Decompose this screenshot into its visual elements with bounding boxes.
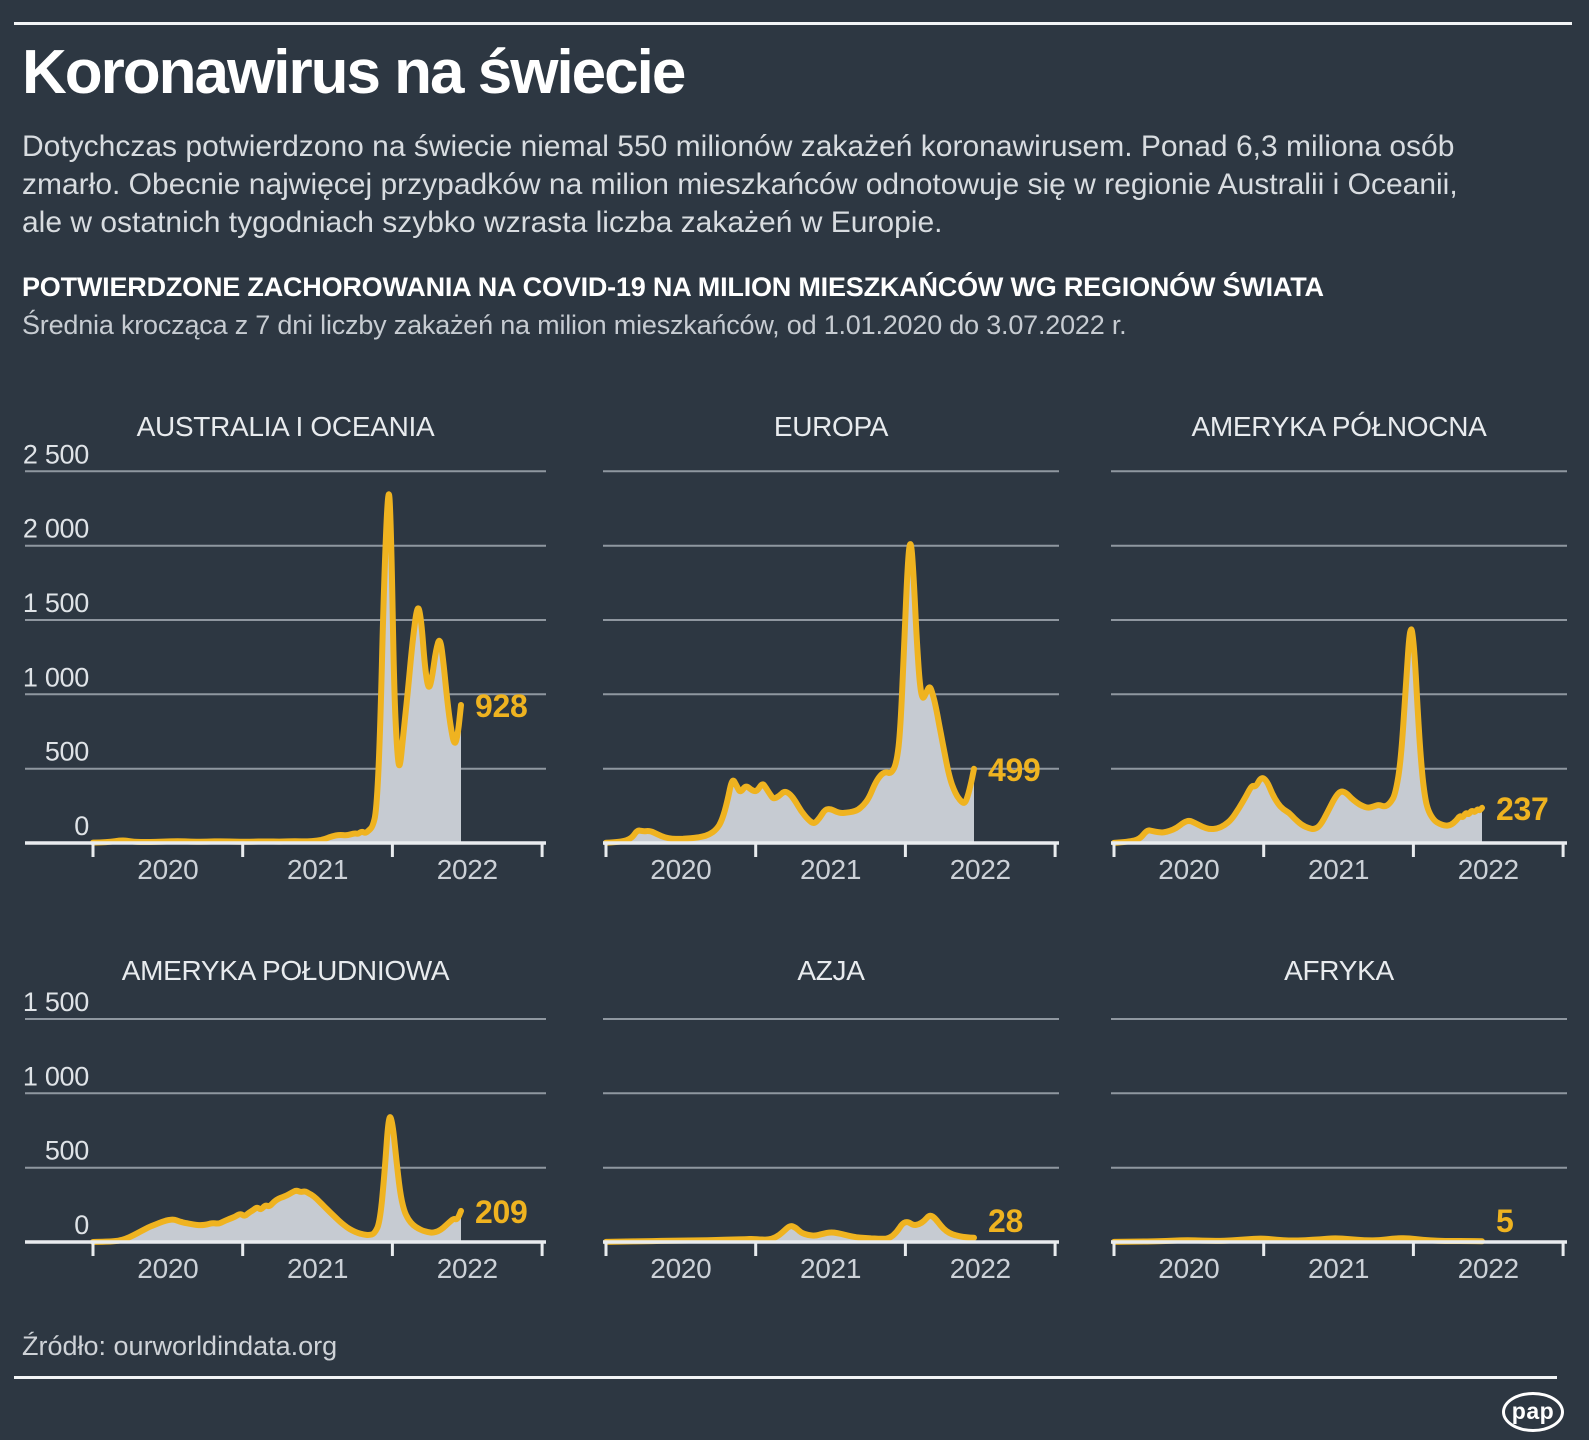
area-fill <box>1114 629 1482 843</box>
source-note: Źródło: ourworldindata.org <box>22 1331 338 1361</box>
x-tick-label-2020: 2020 <box>1158 854 1219 885</box>
y-tick-label-500: 500 <box>45 737 89 767</box>
area-fill <box>93 1117 461 1242</box>
intro-line-2: zmarło. Obecnie najwięcej przypadków na … <box>22 168 1458 201</box>
x-tick-label-2021: 2021 <box>287 854 348 885</box>
top-rule <box>14 22 1572 25</box>
chart-title: AFRYKA <box>1284 955 1394 986</box>
x-tick-label-2022: 2022 <box>950 854 1011 885</box>
intro-paragraph: Dotychczas potwierdzono na świecie niema… <box>22 128 1572 242</box>
y-tick-label-0: 0 <box>74 811 89 841</box>
end-value-label: 209 <box>475 1194 528 1230</box>
bottom-rule <box>14 1376 1557 1379</box>
chart-ameryka-p-nocna: 2020 2021 2022 AMERYKA PÓŁNOCNA 237 <box>1111 411 1567 885</box>
area-fill <box>606 544 974 843</box>
page-title: Koronawirus na świecie <box>22 38 686 107</box>
end-value-label: 28 <box>988 1203 1023 1239</box>
intro-line-3: ale w ostatnich tygodniach szybko wzrast… <box>22 206 943 239</box>
x-tick-label-2022: 2022 <box>950 1253 1011 1284</box>
series-line <box>603 541 977 846</box>
end-value-label: 5 <box>1496 1203 1514 1239</box>
x-tick-label-2020: 2020 <box>137 854 198 885</box>
chart-title: AMERYKA PÓŁNOCNA <box>1192 411 1488 442</box>
chart-europa: 2020 2021 2022 EUROPA 499 <box>603 411 1059 885</box>
intro-line-1: Dotychczas potwierdzono na świecie niema… <box>22 130 1455 163</box>
y-tick-label-1500: 1 500 <box>23 588 89 618</box>
x-tick-label-2022: 2022 <box>1458 1253 1519 1284</box>
x-tick-label-2020: 2020 <box>650 854 711 885</box>
x-tick-label-2021: 2021 <box>800 854 861 885</box>
x-tick-label-2020: 2020 <box>137 1253 198 1284</box>
end-value-label: 928 <box>475 688 528 724</box>
y-tick-label-0: 0 <box>74 1210 89 1240</box>
x-tick-label-2020: 2020 <box>650 1253 711 1284</box>
chart-title: EUROPA <box>774 411 889 442</box>
chart-afryka: 2020 2021 2022 AFRYKA 5 <box>1111 955 1567 1284</box>
series-line <box>603 1212 977 1245</box>
chart-ameryka-po-udniowa: 2020 2021 2022 1 500 1 000 500 0 AMERYKA POŁUDN… <box>23 955 546 1284</box>
x-tick-label-2021: 2021 <box>1308 1253 1369 1284</box>
series-line <box>1111 626 1485 846</box>
y-tick-label-2000: 2 000 <box>23 514 89 544</box>
chart-title: AUSTRALIA I OCEANIA <box>137 411 435 442</box>
x-tick-label-2022: 2022 <box>437 1253 498 1284</box>
chart-title: AMERYKA POŁUDNIOWA <box>122 955 450 986</box>
x-tick-label-2020: 2020 <box>1158 1253 1219 1284</box>
y-tick-label-500: 500 <box>45 1136 89 1166</box>
y-tick-label-2500: 2 500 <box>23 439 89 469</box>
series-line <box>90 1114 464 1245</box>
y-tick-label-1000: 1 000 <box>23 662 89 692</box>
x-tick-label-2021: 2021 <box>800 1253 861 1284</box>
chart-title: AZJA <box>797 955 865 986</box>
end-value-label: 237 <box>1496 791 1549 827</box>
chart-australia-i-oceania: 2020 2021 2022 2 500 2 000 1 500 1 000 500 0 AUST… <box>23 411 546 885</box>
x-tick-label-2021: 2021 <box>1308 854 1369 885</box>
area-fill <box>93 494 461 843</box>
chart-azja: 2020 2021 2022 AZJA 28 <box>603 955 1059 1284</box>
section-heading: POTWIERDZONE ZACHOROWANIA NA COVID-19 NA… <box>22 272 1324 302</box>
x-tick-label-2022: 2022 <box>437 854 498 885</box>
y-tick-label-1000: 1 000 <box>23 1061 89 1091</box>
pap-logo-text: pap <box>1511 1397 1555 1424</box>
end-value-label: 499 <box>988 752 1041 788</box>
y-tick-label-1500: 1 500 <box>23 987 89 1017</box>
pap-logo-icon: pap <box>1502 1392 1564 1432</box>
section-subtitle: Średnia krocząca z 7 dni liczby zakażeń … <box>22 310 1127 340</box>
x-tick-label-2021: 2021 <box>287 1253 348 1284</box>
x-tick-label-2022: 2022 <box>1458 854 1519 885</box>
